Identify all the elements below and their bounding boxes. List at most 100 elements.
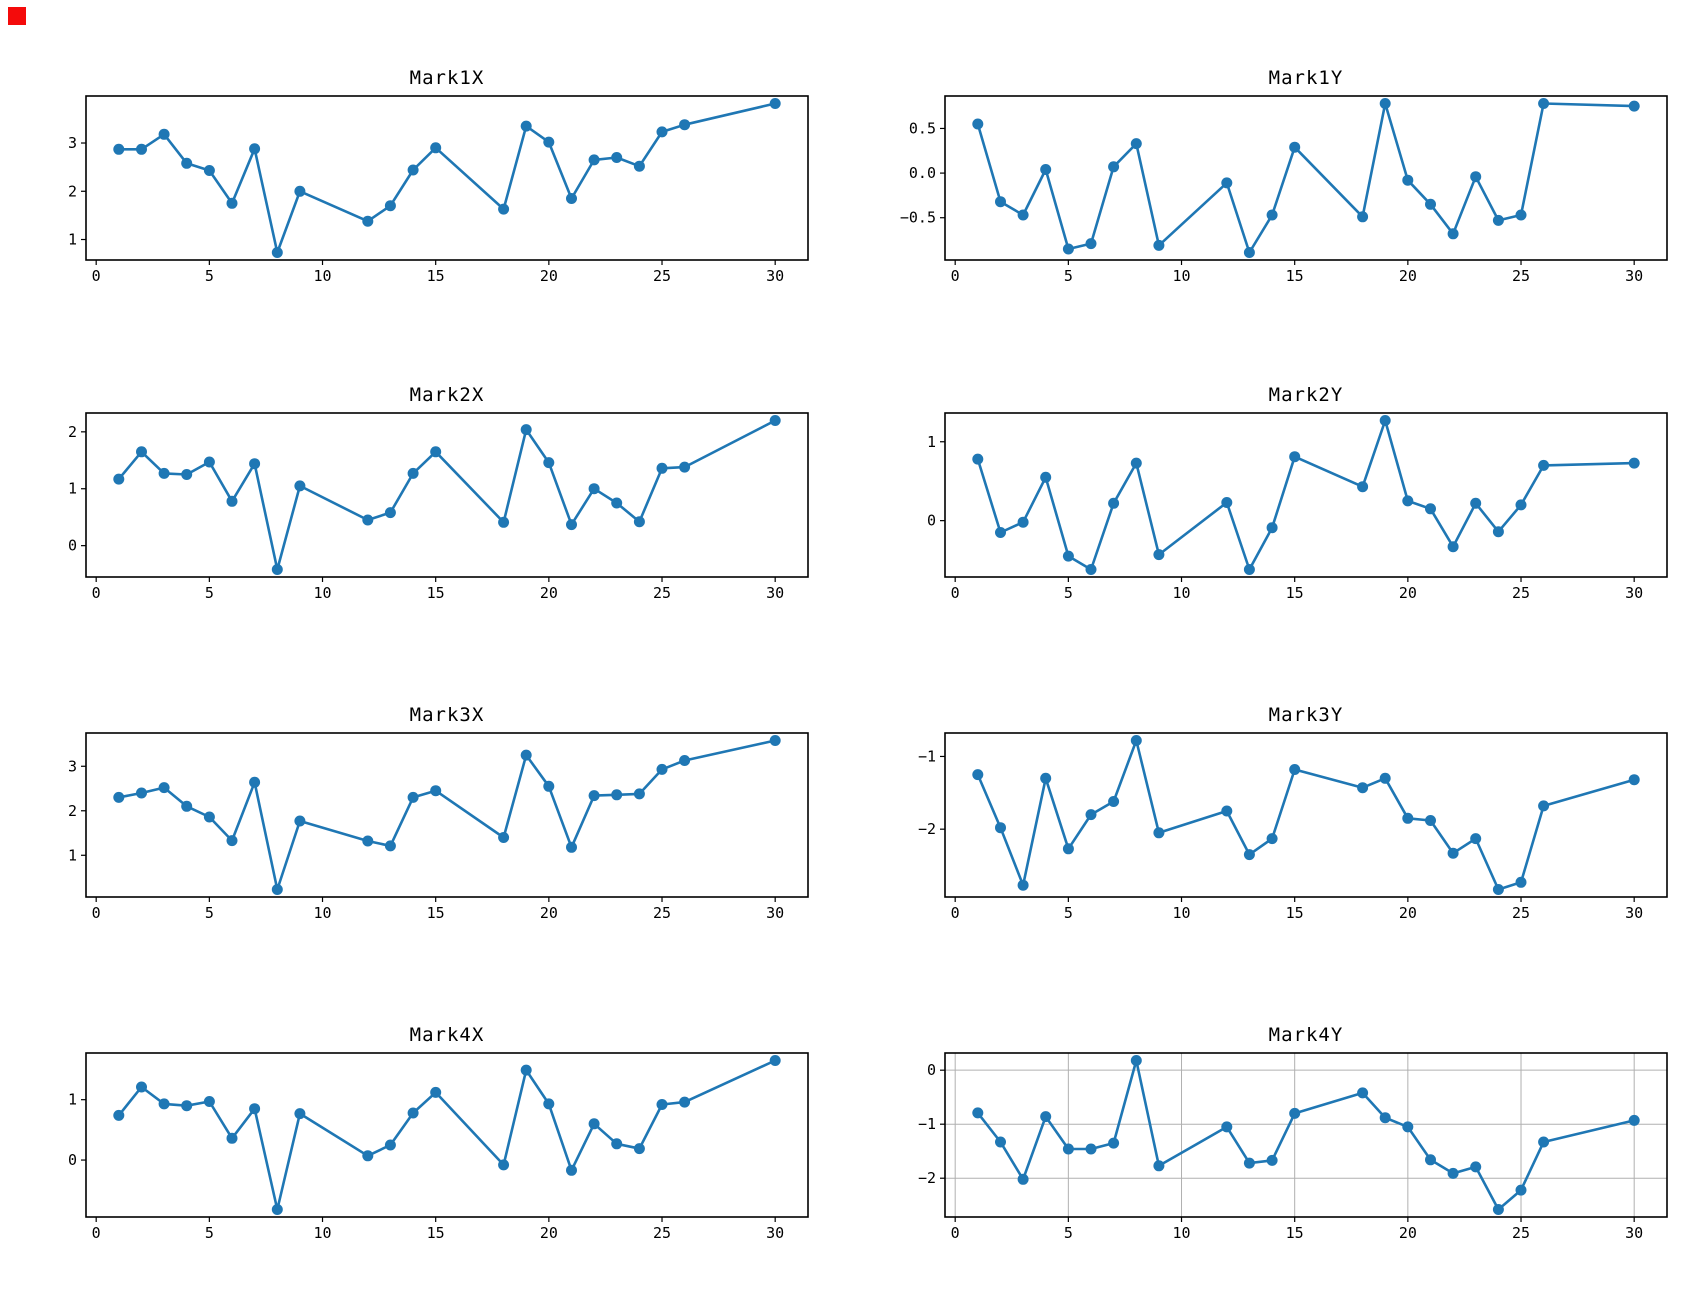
x-tick-label: 30 bbox=[1625, 584, 1643, 602]
axes-frame bbox=[944, 732, 1668, 898]
data-point-marker bbox=[203, 456, 215, 468]
data-point-marker bbox=[656, 763, 668, 775]
data-point-marker bbox=[611, 1138, 623, 1150]
data-point-marker bbox=[1425, 198, 1436, 210]
x-tick-label: 15 bbox=[1286, 267, 1304, 285]
data-point-marker bbox=[520, 424, 532, 436]
chart-title: Mark3Y bbox=[1269, 704, 1344, 726]
x-tick-label: 5 bbox=[205, 584, 214, 602]
data-point-marker bbox=[588, 154, 600, 166]
x-tick-label: 30 bbox=[1625, 267, 1643, 285]
data-point-marker bbox=[113, 1109, 125, 1121]
x-tick-label: 0 bbox=[951, 267, 960, 285]
data-point-marker bbox=[1289, 1107, 1301, 1119]
data-point-marker bbox=[769, 98, 781, 109]
data-point-marker bbox=[1492, 1204, 1504, 1215]
x-tick-label: 0 bbox=[951, 904, 960, 922]
chart-title: Mark3X bbox=[410, 704, 485, 726]
x-tick-label: 0 bbox=[92, 267, 101, 285]
data-point-marker bbox=[1243, 247, 1255, 258]
y-tick-label: 1 bbox=[68, 846, 77, 864]
data-point-marker bbox=[1266, 833, 1278, 845]
chart-title: Mark4X bbox=[410, 1024, 485, 1046]
x-tick-label: 10 bbox=[313, 584, 331, 602]
data-point-marker bbox=[498, 516, 510, 528]
data-point-marker bbox=[1470, 171, 1482, 183]
data-point-marker bbox=[1040, 471, 1052, 483]
x-tick-label: 30 bbox=[766, 904, 784, 922]
subplot-mark1x: Mark1X 0 5 10 15 20 25 30 1 2 3 bbox=[68, 67, 809, 285]
x-tick-label: 10 bbox=[1172, 1224, 1190, 1242]
data-point-marker bbox=[384, 840, 396, 852]
data-point-marker bbox=[362, 835, 374, 847]
data-point-marker bbox=[1108, 796, 1120, 807]
data-point-marker bbox=[1221, 805, 1233, 817]
data-point-marker bbox=[158, 467, 170, 479]
data-line bbox=[117, 739, 777, 891]
data-point-marker bbox=[633, 160, 645, 172]
x-tick-label: 20 bbox=[1399, 267, 1417, 285]
x-tick-label: 0 bbox=[92, 584, 101, 602]
data-point-marker bbox=[1538, 98, 1550, 109]
data-point-marker bbox=[633, 516, 645, 528]
data-point-marker bbox=[384, 200, 396, 212]
data-point-marker bbox=[1628, 1114, 1640, 1126]
axes-frame bbox=[944, 1052, 1668, 1218]
data-point-marker bbox=[1153, 827, 1165, 839]
data-point-marker bbox=[1130, 457, 1142, 469]
y-tick-label: 1 bbox=[68, 231, 77, 249]
data-point-marker bbox=[271, 247, 283, 258]
data-point-marker bbox=[271, 564, 283, 575]
data-point-marker bbox=[249, 776, 261, 788]
data-point-marker bbox=[136, 787, 147, 799]
data-point-marker bbox=[113, 143, 125, 155]
data-point-marker bbox=[384, 507, 396, 519]
y-tick-label: 0.0 bbox=[909, 164, 936, 182]
data-point-marker bbox=[407, 164, 419, 176]
data-point-marker bbox=[656, 1099, 668, 1110]
data-point-marker bbox=[769, 1055, 781, 1066]
data-point-marker bbox=[249, 1103, 261, 1115]
x-tick-label: 30 bbox=[766, 584, 784, 602]
data-point-marker bbox=[249, 143, 261, 155]
x-tick-label: 0 bbox=[951, 1224, 960, 1242]
x-tick-label: 10 bbox=[313, 1224, 331, 1242]
data-point-marker bbox=[1447, 541, 1459, 553]
x-tick-label: 0 bbox=[92, 1224, 101, 1242]
data-point-marker bbox=[1357, 481, 1369, 493]
data-point-marker bbox=[995, 527, 1006, 538]
data-point-marker bbox=[407, 791, 419, 803]
data-point-marker bbox=[1243, 849, 1255, 861]
data-point-marker bbox=[1243, 1157, 1255, 1169]
data-point-marker bbox=[158, 1098, 170, 1110]
data-point-marker bbox=[181, 469, 193, 480]
data-point-marker bbox=[362, 1150, 374, 1162]
data-point-marker bbox=[226, 197, 238, 209]
data-point-marker bbox=[769, 415, 781, 426]
data-point-marker bbox=[1357, 782, 1369, 794]
x-tick-label: 25 bbox=[1512, 1224, 1530, 1242]
data-point-marker bbox=[972, 453, 984, 465]
subplot-mark2y: Mark2Y 0 5 10 15 20 25 30 0 1 bbox=[927, 384, 1668, 602]
x-tick-label: 15 bbox=[427, 1224, 445, 1242]
x-tick-label: 0 bbox=[92, 904, 101, 922]
x-tick-label: 15 bbox=[427, 267, 445, 285]
data-point-marker bbox=[679, 755, 691, 766]
x-tick-label: 30 bbox=[1625, 1224, 1643, 1242]
data-point-marker bbox=[1379, 415, 1391, 426]
data-point-marker bbox=[1062, 1143, 1074, 1155]
plot-area: 0 5 10 15 20 25 30 0 1 bbox=[68, 1052, 809, 1242]
data-point-marker bbox=[1243, 564, 1255, 575]
y-tick-label: −2 bbox=[918, 820, 936, 838]
y-tick-label: 0 bbox=[927, 1061, 936, 1079]
data-point-marker bbox=[520, 120, 532, 132]
y-tick-label: 1 bbox=[68, 480, 77, 498]
data-point-marker bbox=[1017, 516, 1029, 528]
x-tick-label: 20 bbox=[540, 904, 558, 922]
data-point-marker bbox=[203, 1096, 215, 1107]
y-tick-label: 3 bbox=[68, 134, 77, 152]
plot-area: 0 5 10 15 20 25 30 0.5 0.0 −0.5 bbox=[900, 95, 1668, 285]
x-tick-label: 25 bbox=[653, 1224, 671, 1242]
x-tick-label: 5 bbox=[205, 1224, 214, 1242]
